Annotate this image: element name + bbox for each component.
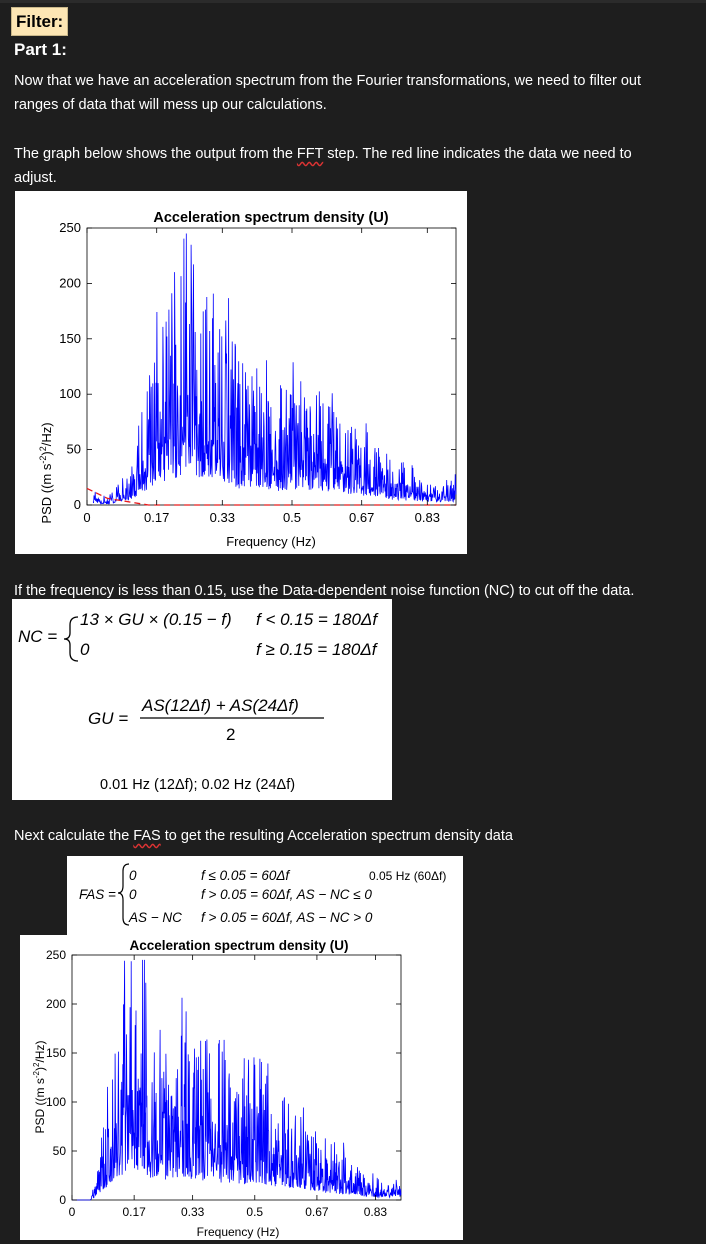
nc-equation-panel: NC = 13 × GU × (0.15 − f) f < 0.15 = 180… [12, 599, 392, 800]
gu-note: 0.01 Hz (12Δf); 0.02 Hz (24Δf) [100, 777, 295, 793]
description-line: adjust. [14, 170, 57, 186]
y-axis-label: PSD ((m s-2)2/Hz) [38, 422, 54, 523]
fas-chart-panel: Acceleration spectrum density (U) Freque… [20, 935, 463, 1240]
plot-area [71, 954, 402, 1201]
brace-icon [117, 863, 130, 926]
x-tick-label: 0.67 [305, 1205, 329, 1219]
nc-lhs: NC = [18, 627, 57, 646]
nc-case-2: 0 [80, 640, 90, 659]
noise-note: If the frequency is less than 0.15, use … [14, 583, 635, 599]
gu-lhs: GU = [88, 709, 128, 728]
nc-condition-1: f < 0.15 = 180Δf [256, 610, 379, 629]
chart-title: Acceleration spectrum density (U) [153, 210, 388, 226]
fft-term: FFT [296, 146, 324, 162]
fas-condition-2: f > 0.05 = 60Δf, AS − NC ≤ 0 [201, 887, 372, 902]
x-axis-label: Frequency (Hz) [226, 534, 316, 549]
next-step-line: Next calculate the FAS to get the result… [14, 824, 694, 848]
fas-case-1: 0 [129, 868, 137, 883]
brace-icon [63, 616, 79, 662]
y-tick-label: 100 [46, 1095, 66, 1109]
next-text: Next calculate the [14, 828, 134, 844]
y-tick-label: 0 [59, 1193, 66, 1207]
x-tick-label: 0.33 [210, 510, 235, 525]
y-tick-label: 150 [59, 331, 81, 346]
fas-case-2: 0 [129, 887, 137, 902]
fas-condition-1: f ≤ 0.05 = 60Δf [201, 868, 290, 883]
psd-chart: Acceleration spectrum density (U) Freque… [38, 210, 457, 549]
top-border [0, 0, 706, 3]
description-text: step. The red line indicates the data we… [323, 146, 632, 162]
y-tick-label: 50 [53, 1144, 67, 1158]
fas-term: FAS [133, 828, 161, 844]
y-axis-label: PSD ((m s-2)2/Hz) [32, 1041, 47, 1134]
graph-description: The graph below shows the output from th… [14, 142, 694, 190]
y-tick-label: 200 [46, 997, 66, 1011]
x-tick-label: 0.17 [122, 1205, 146, 1219]
fas-equation: FAS = 0 f ≤ 0.05 = 60Δf 0.05 Hz (60Δf) 0… [79, 863, 446, 926]
y-tick-label: 50 [67, 442, 81, 457]
x-tick-label: 0 [69, 1205, 76, 1219]
fas-equation-panel: FAS = 0 f ≤ 0.05 = 60Δf 0.05 Hz (60Δf) 0… [67, 856, 463, 935]
description-text: The graph below shows the output from th… [14, 146, 297, 162]
fas-lhs: FAS = [79, 887, 116, 902]
gu-denominator: 2 [226, 725, 235, 744]
intro-line: Now that we have an acceleration spectru… [14, 73, 642, 89]
nc-case-1: 13 × GU × (0.15 − f) [80, 610, 232, 629]
x-tick-label: 0 [83, 510, 90, 525]
chart-title: Acceleration spectrum density (U) [129, 938, 348, 953]
fas-case-3: AS − NC [128, 910, 182, 925]
y-tick-label: 200 [59, 275, 81, 290]
x-tick-label: 0.5 [283, 510, 301, 525]
gu-numerator: AS(12Δf) + AS(24Δf) [141, 696, 299, 715]
nc-equation: NC = 13 × GU × (0.15 − f) f < 0.15 = 180… [18, 610, 379, 793]
filter-badge: Filter: [11, 7, 69, 36]
y-tick-label: 100 [59, 386, 81, 401]
part-heading: Part 1: [14, 40, 67, 59]
spectrum-line [72, 959, 402, 1201]
intro-line: ranges of data that will mess up our cal… [14, 97, 327, 113]
x-tick-label: 0.17 [144, 510, 169, 525]
y-tick-label: 150 [46, 1046, 66, 1060]
x-tick-label: 0.33 [181, 1205, 205, 1219]
psd-chart-panel: Acceleration spectrum density (U) Freque… [15, 191, 467, 554]
fas-chart: Acceleration spectrum density (U) Freque… [32, 938, 402, 1239]
y-tick-label: 250 [59, 220, 81, 235]
noise-cutoff-line [86, 487, 456, 506]
nc-condition-2: f ≥ 0.15 = 180Δf [256, 640, 379, 659]
x-tick-label: 0.5 [246, 1205, 263, 1219]
y-tick-label: 0 [74, 497, 81, 512]
description-line: The graph below shows the output from th… [14, 142, 694, 166]
y-tick-label: 250 [46, 948, 66, 962]
next-text: to get the resulting Acceleration spectr… [160, 828, 513, 844]
fas-condition-3: f > 0.05 = 60Δf, AS − NC > 0 [201, 910, 373, 925]
x-tick-label: 0.83 [364, 1205, 388, 1219]
intro-paragraph: Now that we have an acceleration spectru… [14, 69, 694, 117]
fas-note: 0.05 Hz (60Δf) [369, 869, 446, 883]
spectrum-line [92, 233, 457, 505]
x-tick-label: 0.67 [349, 510, 374, 525]
x-tick-label: 0.83 [415, 510, 440, 525]
x-axis-label: Frequency (Hz) [197, 1225, 280, 1239]
